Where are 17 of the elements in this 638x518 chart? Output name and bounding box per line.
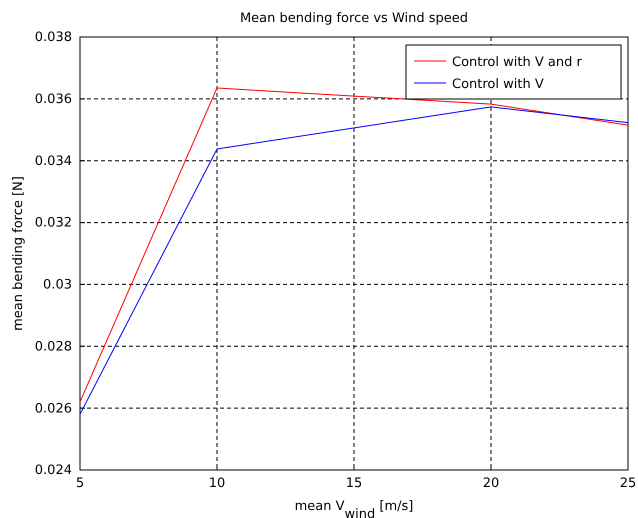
x-tick-label: 20 [482,476,500,492]
chart-title: Mean bending force vs Wind speed [240,11,468,26]
x-tick-label: 10 [208,476,226,492]
y-tick-label: 0.034 [34,154,72,169]
y-tick-label: 0.036 [34,92,72,108]
legend-label: Control with V [452,77,544,92]
y-tick-label: 0.028 [34,339,72,354]
x-tick-label: 5 [76,476,84,492]
y-tick-label: 0.032 [34,216,72,231]
y-axis-title: mean bending force [N] [11,176,26,331]
y-tick-label: 0.03 [43,278,72,293]
x-tick-label: 25 [620,476,636,492]
y-tick-label: 0.038 [34,30,72,46]
x-tick-label: 15 [346,476,362,492]
y-tick-label: 0.026 [34,401,72,416]
legend-label: Control with V and r [452,55,582,70]
y-tick-label: 0.024 [34,463,72,478]
